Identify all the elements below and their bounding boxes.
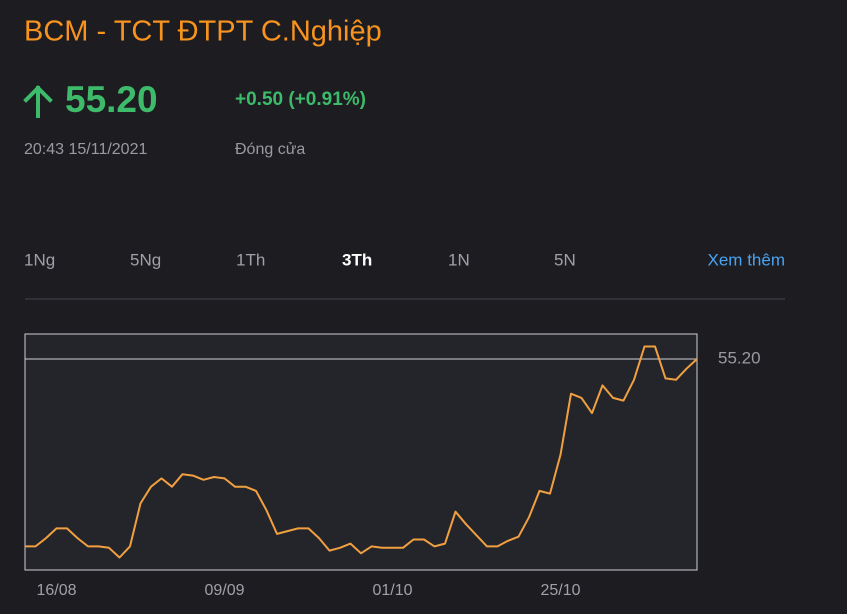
up-arrow (23, 85, 53, 118)
x-tick-label: 25/10 (540, 582, 580, 599)
y-tick-label: 55.20 (718, 348, 761, 367)
tab[interactable]: 3Th (342, 250, 372, 269)
tab-bar: 1Ng 5Ng 1Th 3Th 1N 5N (24, 250, 576, 269)
more-link[interactable]: Xem thêm (708, 250, 785, 269)
plot-area (24, 333, 698, 571)
x-tick-label: 01/10 (372, 582, 412, 599)
status: Đóng cửa (235, 141, 305, 158)
tab[interactable]: 5Ng (130, 250, 161, 269)
tab[interactable]: 1N (448, 250, 470, 269)
stock-title: BCM - TCT ĐTPT C.Nghiệp (24, 16, 382, 48)
price-line (25, 345, 698, 559)
timestamp: 20:43 15/11/2021 (24, 141, 147, 158)
x-tick-label: 16/08 (36, 582, 76, 599)
x-tick-label: 09/09 (204, 582, 244, 599)
tab[interactable]: 1Ng (24, 250, 55, 269)
plot: 55.20 16/08 09/09 01/10 25/10 (25, 345, 761, 599)
price-change: +0.50 (+0.91%) (235, 89, 366, 110)
price: 55.20 (65, 79, 158, 120)
tab[interactable]: 5N (554, 250, 576, 269)
tab[interactable]: 1Th (236, 250, 265, 269)
